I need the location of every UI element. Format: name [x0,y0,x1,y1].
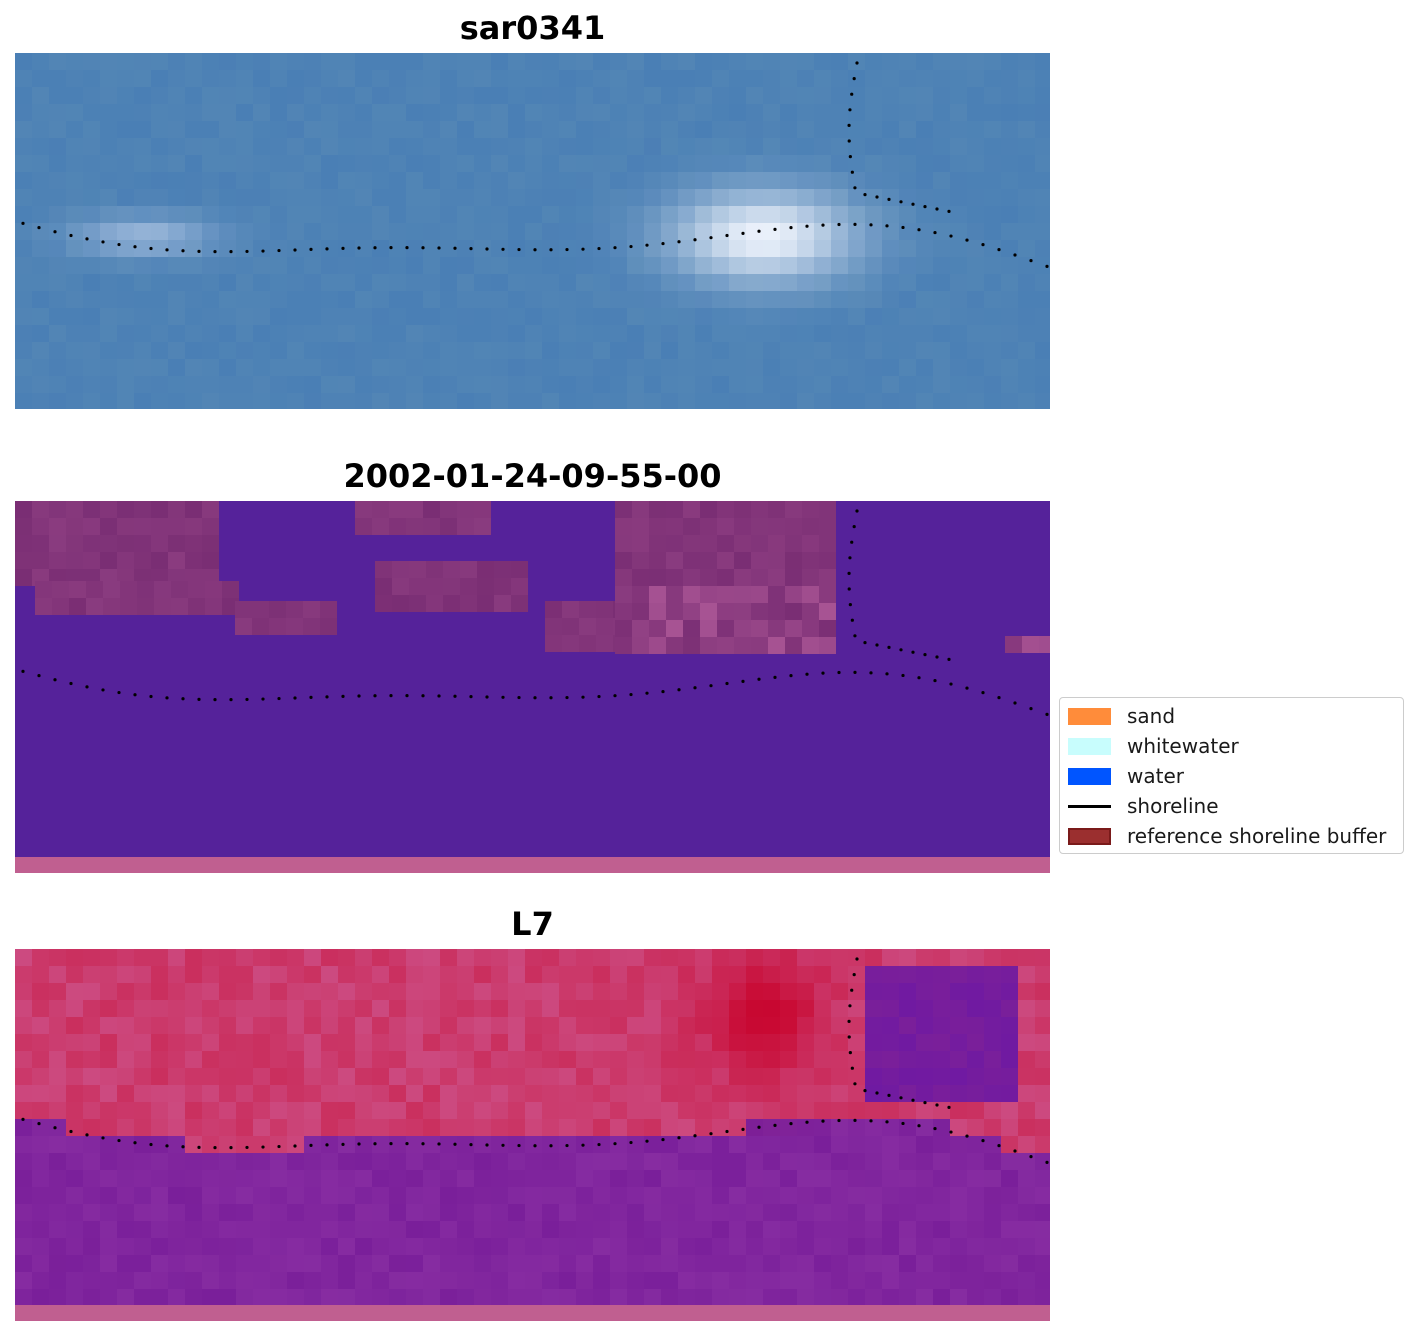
index-image-canvas [15,949,1050,1321]
shoreline-dots-2 [21,509,1049,716]
satellite-rgb-image [15,53,1050,409]
sand-swatch [1068,707,1111,725]
legend-item-shoreline: shoreline [1068,791,1219,821]
legend-item-sand: sand [1068,701,1175,731]
legend: sand whitewater water shoreline referenc… [1059,697,1404,854]
shoreline-dots-3 [21,957,1049,1164]
legend-label-whitewater: whitewater [1127,734,1239,758]
shoreline-line-swatch [1068,804,1111,808]
legend-item-water: water [1068,761,1184,791]
legend-label-buffer: reference shoreline buffer [1127,824,1387,848]
shoreline-dots-1 [21,61,1049,268]
water-swatch [1068,767,1111,785]
classified-image [15,501,1050,873]
legend-label-sand: sand [1127,704,1176,728]
legend-label-water: water [1127,764,1184,788]
panel-title-1: sar0341 [459,9,606,47]
legend-label-shoreline: shoreline [1127,794,1219,818]
legend-item-whitewater: whitewater [1068,731,1239,761]
classified-image-canvas [15,501,1050,873]
legend-item-buffer: reference shoreline buffer [1068,821,1386,851]
buffer-swatch [1068,827,1111,845]
rgb-image-canvas [15,53,1050,409]
panel-title-3: L7 [511,905,554,943]
panel-title-2: 2002-01-24-09-55-00 [343,457,722,495]
index-image [15,949,1050,1321]
whitewater-swatch [1068,737,1111,755]
